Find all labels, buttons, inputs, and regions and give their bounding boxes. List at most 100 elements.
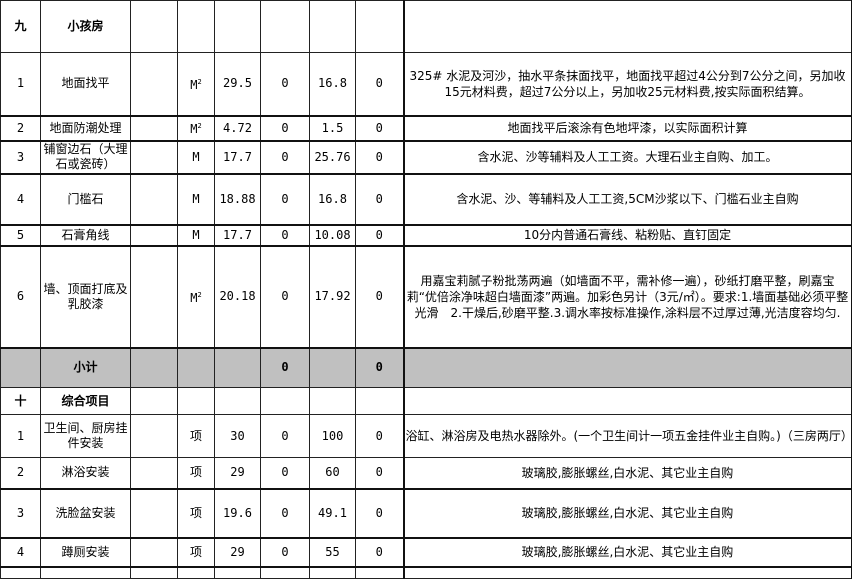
quantity[interactable]: 4.72 [214,115,261,142]
total-cell[interactable]: 0 [355,115,405,142]
total-cell[interactable]: 0 [355,245,405,349]
item-name[interactable]: 地面防潮处理 [40,115,131,142]
unit-cell[interactable]: M [177,140,215,175]
total-cell[interactable]: 0 [355,488,405,539]
unit-cell[interactable]: 项 [177,414,215,458]
empty-cell[interactable] [130,414,178,458]
unit-cell[interactable]: M2 [177,245,215,349]
quantity[interactable]: 19.6 [214,488,261,539]
empty-cell[interactable] [130,224,178,247]
unit-price[interactable]: 1.5 [309,115,356,142]
quantity[interactable]: 17.7 [214,140,261,175]
empty-cell[interactable] [0,347,41,388]
unit-cell[interactable]: M [177,173,215,226]
row-number[interactable]: 1 [0,414,41,458]
amount-cell[interactable]: 0 [260,52,310,117]
amount-cell[interactable]: 0 [260,245,310,349]
unit-price[interactable]: 55 [309,537,356,568]
empty-cell[interactable] [309,347,356,388]
unit-cell[interactable]: 项 [177,488,215,539]
description[interactable]: 10分内普通石膏线、粘粉贴、直钉固定 [403,224,852,247]
unit-price[interactable]: 10.08 [309,224,356,247]
total-cell[interactable]: 0 [355,414,405,458]
unit-price[interactable]: 60 [309,457,356,490]
empty-cell[interactable] [309,387,356,415]
item-name[interactable]: 地面找平 [40,52,131,117]
amount-cell[interactable]: 0 [260,414,310,458]
empty-cell[interactable] [403,387,852,415]
row-number[interactable]: 6 [0,245,41,349]
empty-cell[interactable] [214,347,261,388]
description[interactable]: 玻璃胶,膨胀螺丝,白水泥、其它业主自购 [403,457,852,490]
subtotal-label[interactable]: 小计 [40,347,131,388]
quantity[interactable]: 20.18 [214,245,261,349]
item-name[interactable]: 卫生间、厨房挂件安装 [40,414,131,458]
item-name[interactable]: 铺窗边石（大理石或瓷砖） [40,140,131,175]
amount-cell[interactable]: 0 [260,115,310,142]
empty-cell[interactable] [40,566,131,579]
empty-cell[interactable] [177,387,215,415]
item-name[interactable]: 淋浴安装 [40,457,131,490]
description[interactable]: 地面找平后滚涂有色地坪漆，以实际面积计算 [403,115,852,142]
total-cell[interactable]: 0 [355,52,405,117]
unit-price[interactable]: 17.92 [309,245,356,349]
total-cell[interactable]: 0 [355,140,405,175]
description[interactable]: 玻璃胶,膨胀螺丝,白水泥、其它业主自购 [403,488,852,539]
empty-cell[interactable] [177,0,215,53]
empty-cell[interactable] [177,566,215,579]
empty-cell[interactable] [130,173,178,226]
description[interactable]: 含水泥、沙等辅料及人工工资。大理石业主自购、加工。 [403,140,852,175]
quantity[interactable]: 17.7 [214,224,261,247]
description[interactable]: 浴缸、淋浴房及电热水器除外。(一个卫生间计一项五金挂件业主自购。)（三房两厅） [403,414,852,458]
row-number[interactable]: 4 [0,537,41,568]
unit-price[interactable]: 25.76 [309,140,356,175]
item-name[interactable]: 墙、顶面打底及乳胶漆 [40,245,131,349]
description[interactable]: 用嘉宝莉腻子粉批荡两遍（如墙面不平，需补修一遍），砂纸打磨平整，刷嘉宝莉“优倍涂… [403,245,852,349]
empty-cell[interactable] [130,566,178,579]
row-number[interactable]: 3 [0,140,41,175]
unit-price[interactable]: 49.1 [309,488,356,539]
empty-cell[interactable] [355,0,405,53]
empty-cell[interactable] [177,347,215,388]
amount-cell[interactable]: 0 [260,224,310,247]
unit-price[interactable]: 16.8 [309,173,356,226]
item-name[interactable]: 门槛石 [40,173,131,226]
subtotal-amount[interactable]: 0 [260,347,310,388]
amount-cell[interactable]: 0 [260,488,310,539]
empty-cell[interactable] [130,537,178,568]
unit-cell[interactable]: 项 [177,457,215,490]
empty-cell[interactable] [260,387,310,415]
description[interactable]: 含水泥、沙、等辅料及人工工资,5CM沙浆以下、门槛石业主自购 [403,173,852,226]
unit-cell[interactable]: M2 [177,115,215,142]
row-number[interactable]: 2 [0,457,41,490]
empty-cell[interactable] [130,347,178,388]
empty-cell[interactable] [355,387,405,415]
description[interactable]: 玻璃胶,膨胀螺丝,白水泥、其它业主自购 [403,537,852,568]
row-number[interactable]: 3 [0,488,41,539]
empty-cell[interactable] [0,566,41,579]
empty-cell[interactable] [403,347,852,388]
empty-cell[interactable] [130,115,178,142]
empty-cell[interactable] [403,566,852,579]
quantity[interactable]: 29.5 [214,52,261,117]
unit-price[interactable]: 100 [309,414,356,458]
total-cell[interactable]: 0 [355,224,405,247]
empty-cell[interactable] [130,488,178,539]
quantity[interactable]: 30 [214,414,261,458]
quantity[interactable]: 18.88 [214,173,261,226]
item-name[interactable]: 洗脸盆安装 [40,488,131,539]
total-cell[interactable]: 0 [355,173,405,226]
unit-cell[interactable]: M2 [177,52,215,117]
row-number[interactable]: 1 [0,52,41,117]
total-cell[interactable]: 0 [355,537,405,568]
empty-cell[interactable] [260,566,310,579]
empty-cell[interactable] [403,0,852,53]
quantity[interactable]: 29 [214,457,261,490]
section-number[interactable]: 九 [0,0,41,53]
empty-cell[interactable] [309,0,356,53]
quantity[interactable]: 29 [214,537,261,568]
section-title[interactable]: 综合项目 [40,387,131,415]
amount-cell[interactable]: 0 [260,537,310,568]
empty-cell[interactable] [260,0,310,53]
section-number[interactable]: 十 [0,387,41,415]
